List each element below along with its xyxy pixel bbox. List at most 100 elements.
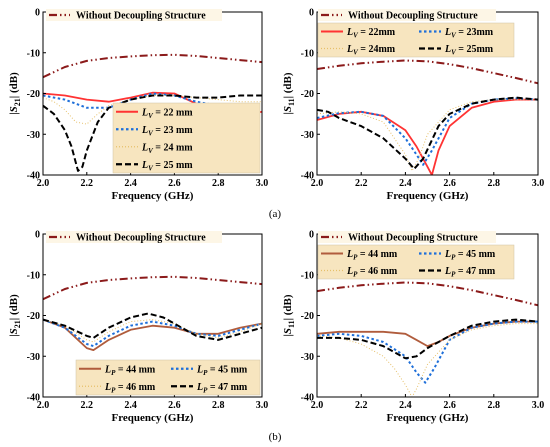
legend-box-main xyxy=(112,102,261,174)
x-tick-label: 2.2 xyxy=(81,400,94,411)
series-line-a-s11-3 xyxy=(317,99,538,172)
legend-label-2: LP = 46 mm xyxy=(104,382,156,395)
legend-label-3: LP = 47 mm xyxy=(444,266,496,279)
legend-label-0: LV = 22 mm xyxy=(141,107,193,120)
x-tick-label: 2.0 xyxy=(311,178,324,189)
x-tick-label: 2.6 xyxy=(168,400,181,411)
x-tick-label: 2.0 xyxy=(37,178,50,189)
legend-box-top xyxy=(46,9,222,21)
chart-panel-a-s11: 2.0 2.2 2.4 2.6 2.8 3.0 0 -10 -20 -30 -40 Frequency… xyxy=(282,8,544,203)
x-axis-label: Frequency (GHz) xyxy=(387,190,469,202)
y-tick-label: -30 xyxy=(27,352,40,363)
legend-label-without: Without Decoupling Structure xyxy=(76,233,206,244)
y-tick-label: -30 xyxy=(27,130,40,141)
x-tick-label: 2.4 xyxy=(399,178,412,189)
y-axis-label: |S21| (dB) xyxy=(8,294,22,337)
x-tick-label: 2.0 xyxy=(37,400,50,411)
y-axis-label: |S11| (dB) xyxy=(282,294,296,336)
series-line-b-s21-0 xyxy=(43,275,262,301)
series-line-b-s21-1 xyxy=(43,318,262,352)
series-line-b-s21-3 xyxy=(43,319,262,343)
legend-label-without: Without Decoupling Structure xyxy=(76,11,206,22)
y-tick-label: -30 xyxy=(301,130,314,141)
x-tick-label: 3.0 xyxy=(256,178,269,189)
series-line-b-s11-3 xyxy=(317,323,538,397)
x-tick-label: 2.2 xyxy=(355,178,368,189)
y-axis-label: |S11| (dB) xyxy=(282,72,296,114)
legend-box-top xyxy=(318,9,496,21)
y-tick-label: -10 xyxy=(301,270,314,281)
series-line-b-s11-0 xyxy=(317,281,538,307)
legend-label-3: LV = 25mm xyxy=(444,44,494,57)
series-line-b-s11-2 xyxy=(317,320,538,384)
series-line-a-s21-4 xyxy=(43,94,262,172)
y-tick-label: 0 xyxy=(309,230,314,241)
y-tick-label: -30 xyxy=(301,352,314,363)
series-line-a-s11-4 xyxy=(317,96,538,170)
y-tick-label: -40 xyxy=(301,393,314,404)
legend-label-2: LV = 24 mm xyxy=(141,142,193,155)
x-tick-label: 2.8 xyxy=(212,178,225,189)
x-axis-label: Frequency (GHz) xyxy=(387,412,469,424)
y-tick-label: -40 xyxy=(27,171,40,182)
legend-label-without: Without Decoupling Structure xyxy=(348,11,478,22)
y-tick-label: -20 xyxy=(27,89,40,100)
legend-box-top xyxy=(318,231,496,243)
y-tick-label: -20 xyxy=(27,311,40,322)
legend-label-1: LP = 45 mm xyxy=(196,364,248,377)
chart-panel-b-s21: 2.0 2.2 2.4 2.6 2.8 3.0 0 -10 -20 -30 -40 Frequency… xyxy=(8,230,268,425)
legend-label-3: LV = 25 mm xyxy=(141,160,193,173)
legend-label-2: LP = 46 mm xyxy=(346,266,398,279)
y-axis-label: |S21| (dB) xyxy=(8,72,22,115)
y-tick-label: 0 xyxy=(35,230,40,241)
x-tick-label: 2.6 xyxy=(443,400,456,411)
legend-box-top xyxy=(46,231,222,243)
x-tick-label: 2.4 xyxy=(124,178,137,189)
legend-label-without: Without Decoupling Structure xyxy=(348,233,478,244)
series-line-a-s11-2 xyxy=(317,97,538,166)
legend-label-1: LV = 23 mm xyxy=(141,125,193,138)
legend-label-1: LV = 23mm xyxy=(444,27,494,40)
x-tick-label: 3.0 xyxy=(532,400,545,411)
legend-label-1: LP = 45 mm xyxy=(444,249,496,262)
legend-label-3: LP = 47 mm xyxy=(196,382,248,395)
series-line-b-s21-2 xyxy=(43,318,262,348)
x-tick-label: 3.0 xyxy=(532,178,545,189)
legend-box-main xyxy=(75,359,261,396)
y-tick-label: -20 xyxy=(301,311,314,322)
x-tick-label: 2.0 xyxy=(311,400,324,411)
y-tick-label: 0 xyxy=(35,8,40,19)
x-tick-label: 2.6 xyxy=(168,178,181,189)
legend-label-0: LV = 22mm xyxy=(346,27,396,40)
x-tick-label: 2.8 xyxy=(488,400,501,411)
figure-caption-1: (b) xyxy=(269,431,282,443)
x-axis-label: Frequency (GHz) xyxy=(112,190,194,202)
chart-panel-a-s21: 2.0 2.2 2.4 2.6 2.8 3.0 0 -10 -20 -30 -40 Frequency… xyxy=(8,8,268,203)
series-line-a-s21-0 xyxy=(43,53,262,79)
x-tick-label: 2.2 xyxy=(81,178,94,189)
legend-box-main xyxy=(317,22,515,58)
y-tick-label: -10 xyxy=(301,48,314,59)
y-tick-label: -40 xyxy=(301,171,314,182)
y-tick-label: -20 xyxy=(301,89,314,100)
x-tick-label: 2.6 xyxy=(443,178,456,189)
series-line-b-s11-4 xyxy=(317,318,538,360)
legend-label-2: LV = 24mm xyxy=(346,44,396,57)
y-tick-label: 0 xyxy=(309,8,314,19)
y-tick-label: -10 xyxy=(27,270,40,281)
legend-label-0: LP = 44 mm xyxy=(346,249,398,262)
series-line-b-s11-1 xyxy=(317,320,538,348)
x-axis-label: Frequency (GHz) xyxy=(112,412,194,424)
y-tick-label: -10 xyxy=(27,48,40,59)
x-tick-label: 2.2 xyxy=(355,400,368,411)
y-tick-label: -40 xyxy=(27,393,40,404)
x-tick-label: 2.8 xyxy=(212,400,225,411)
figure-caption-0: (a) xyxy=(269,208,282,220)
series-line-a-s11-0 xyxy=(317,59,538,85)
x-tick-label: 2.4 xyxy=(124,400,137,411)
legend-box-main xyxy=(317,244,515,280)
x-tick-label: 3.0 xyxy=(256,400,269,411)
series-line-a-s11-1 xyxy=(317,98,538,175)
legend-label-0: LP = 44 mm xyxy=(104,364,156,377)
